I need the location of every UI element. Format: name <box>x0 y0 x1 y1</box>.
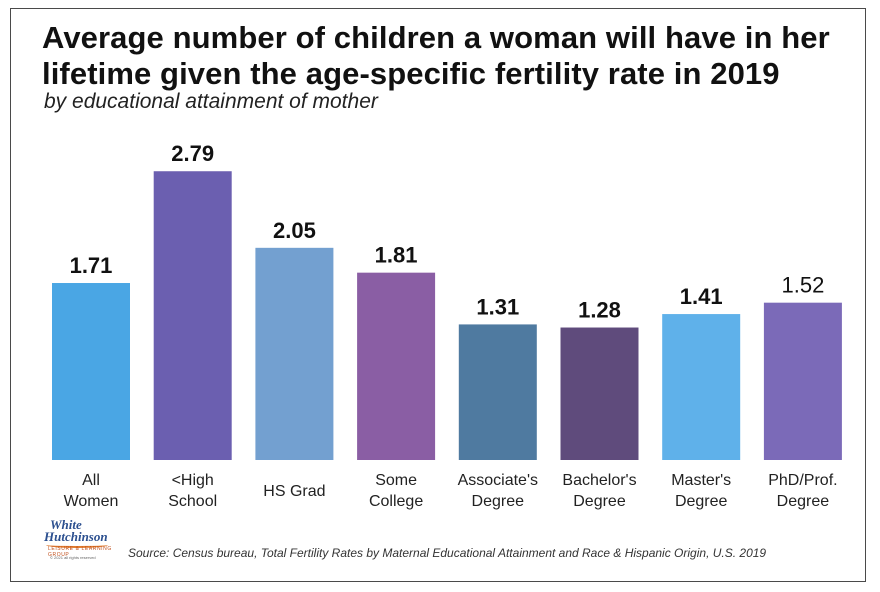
category-label-7: PhD/Prof. Degree <box>768 472 837 510</box>
bar-0 <box>52 283 130 460</box>
category-label-3: Some College <box>369 472 423 510</box>
bar-value-label-0: 1.71 <box>70 253 113 278</box>
bar-value-label-2: 2.05 <box>273 218 316 243</box>
chart-title-line-2: lifetime given the age-specific fertilit… <box>42 56 780 91</box>
bar-3 <box>357 272 436 460</box>
bar-value-label-7: 1.52 <box>781 273 824 298</box>
bar-2 <box>255 247 334 460</box>
category-label-2: HS Grad <box>263 483 325 500</box>
logo-swoosh <box>46 542 108 548</box>
bar-5 <box>560 327 639 460</box>
bar-value-label-4: 1.31 <box>476 294 519 319</box>
logo-text-white: White <box>50 517 82 532</box>
category-label-5: Bachelor's Degree <box>562 472 636 510</box>
source-note: Source: Census bureau, Total Fertility R… <box>128 546 767 560</box>
category-label-1: <High School <box>168 472 217 510</box>
bar-7 <box>763 302 842 460</box>
chart-subtitle: by educational attainment of mother <box>44 90 378 113</box>
chart-frame <box>10 8 866 582</box>
bar-value-label-1: 2.79 <box>171 141 214 166</box>
bar-value-label-6: 1.41 <box>680 284 723 309</box>
bar-value-label-3: 1.81 <box>375 243 418 268</box>
chart-title: Average number of children a woman will … <box>42 20 862 92</box>
bar-4 <box>458 324 537 460</box>
category-label-4: Associate's Degree <box>458 472 538 510</box>
bar-value-label-5: 1.28 <box>578 298 621 323</box>
logo-text-hutchinson: Hutchinson <box>44 529 108 544</box>
bar-6 <box>662 314 741 460</box>
logo-text-copyright: © 2021 all rights reserved <box>50 555 96 560</box>
white-hutchinson-logo: White Hutchinson LEISURE & LEARNING GROU… <box>44 518 114 568</box>
category-label-6: Master's Degree <box>671 472 731 510</box>
chart-title-line-1: Average number of children a woman will … <box>42 20 830 55</box>
category-label-0: All Women <box>64 472 119 510</box>
logo-text-tagline: LEISURE & LEARNING GROUP <box>48 546 112 558</box>
bar-1 <box>153 171 232 461</box>
